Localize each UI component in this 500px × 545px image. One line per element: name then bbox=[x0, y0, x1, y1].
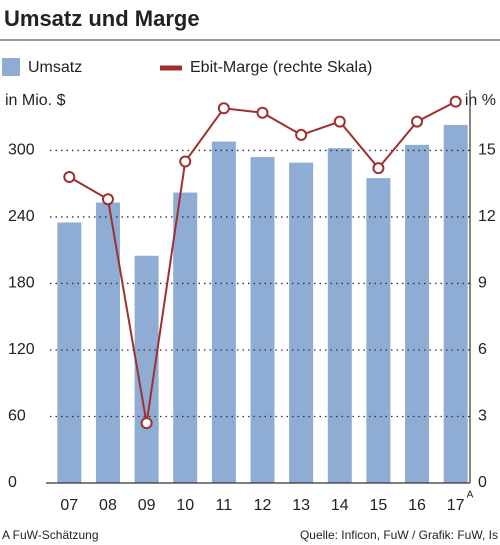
bar bbox=[211, 141, 236, 483]
y-tick-label: 0 bbox=[8, 474, 17, 491]
y-tick-label: 300 bbox=[8, 142, 35, 159]
y-tick-label: 180 bbox=[8, 275, 35, 292]
x-tick-label: 08 bbox=[99, 497, 117, 514]
bar bbox=[443, 124, 468, 483]
x-tick-label: 16 bbox=[408, 497, 426, 514]
bar bbox=[327, 148, 352, 483]
y2-tick-label: 9 bbox=[478, 275, 487, 292]
line-point bbox=[140, 417, 153, 430]
line-point bbox=[372, 162, 385, 175]
bar bbox=[289, 162, 314, 483]
line-point bbox=[256, 106, 269, 119]
y2-tick-label: 15 bbox=[478, 142, 496, 159]
legend-label: Ebit-Marge (rechte Skala) bbox=[190, 59, 372, 76]
x-tick-label: 09 bbox=[138, 497, 156, 514]
bar bbox=[366, 178, 391, 483]
chart-title: Umsatz und Marge bbox=[4, 6, 200, 31]
bar bbox=[57, 222, 82, 483]
y-tick-label: 240 bbox=[8, 208, 35, 225]
y-tick-label: 60 bbox=[8, 408, 26, 425]
legend-label: Umsatz bbox=[28, 59, 82, 76]
x-tick-label: 15 bbox=[370, 497, 388, 514]
y2-axis-title: in % bbox=[465, 92, 496, 109]
y2-tick-label: 12 bbox=[478, 208, 496, 225]
bar bbox=[173, 192, 198, 483]
y2-tick-label: 0 bbox=[478, 474, 487, 491]
bar bbox=[250, 157, 275, 483]
line-point bbox=[449, 95, 462, 108]
x-tick-label: 17 bbox=[447, 497, 465, 514]
y2-tick-label: 6 bbox=[478, 341, 487, 358]
footnote: A FuW-Schätzung bbox=[2, 528, 99, 542]
line-point bbox=[333, 115, 346, 128]
line-point bbox=[217, 102, 230, 115]
line-point bbox=[63, 171, 76, 184]
category-note: A bbox=[467, 490, 474, 501]
source: Quelle: Inficon, FuW / Grafik: FuW, Is bbox=[300, 528, 498, 542]
x-tick-label: 07 bbox=[60, 497, 78, 514]
x-tick-label: 14 bbox=[331, 497, 349, 514]
y-tick-label: 120 bbox=[8, 341, 35, 358]
x-tick-label: 12 bbox=[254, 497, 272, 514]
line-point bbox=[411, 115, 424, 128]
bar bbox=[405, 144, 430, 483]
x-tick-label: 10 bbox=[176, 497, 194, 514]
y2-tick-label: 3 bbox=[478, 408, 487, 425]
line-point bbox=[101, 193, 114, 206]
y-axis-title: in Mio. $ bbox=[5, 92, 66, 109]
line-point bbox=[179, 155, 192, 168]
line-point bbox=[295, 128, 308, 141]
x-tick-label: 11 bbox=[216, 497, 233, 514]
x-tick-label: 13 bbox=[292, 497, 310, 514]
legend-swatch bbox=[2, 58, 20, 76]
